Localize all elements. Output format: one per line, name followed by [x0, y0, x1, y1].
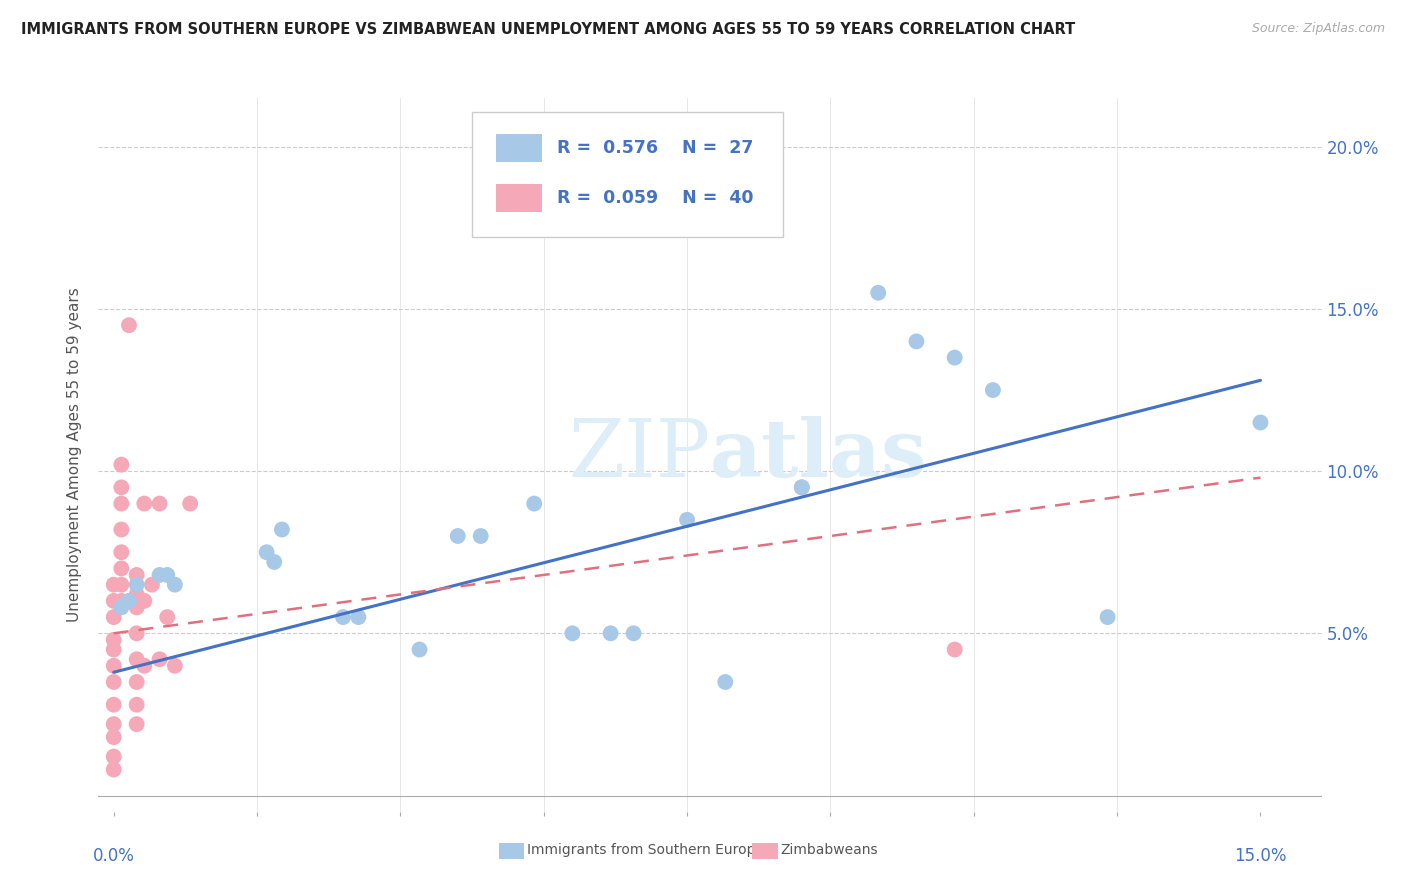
- Point: [103, 749, 125, 764]
- Point: [676, 513, 699, 527]
- Point: [118, 318, 141, 333]
- Point: [125, 600, 148, 615]
- Y-axis label: Unemployment Among Ages 55 to 59 years: Unemployment Among Ages 55 to 59 years: [67, 287, 83, 623]
- Text: ZIP: ZIP: [568, 416, 710, 494]
- Text: IMMIGRANTS FROM SOUTHERN EUROPE VS ZIMBABWEAN UNEMPLOYMENT AMONG AGES 55 TO 59 Y: IMMIGRANTS FROM SOUTHERN EUROPE VS ZIMBA…: [21, 22, 1076, 37]
- Point: [156, 568, 179, 582]
- Text: 0.0%: 0.0%: [93, 847, 135, 865]
- Point: [134, 497, 156, 511]
- Point: [110, 577, 132, 591]
- Point: [623, 626, 645, 640]
- Point: [125, 675, 148, 690]
- Point: [447, 529, 470, 543]
- Point: [103, 730, 125, 744]
- Point: [943, 642, 966, 657]
- Point: [125, 568, 148, 582]
- Point: [263, 555, 285, 569]
- Point: [332, 610, 354, 624]
- Point: [1097, 610, 1119, 624]
- Point: [523, 497, 546, 511]
- Point: [408, 642, 430, 657]
- Point: [110, 523, 132, 537]
- Point: [103, 594, 125, 608]
- Point: [270, 523, 294, 537]
- Point: [103, 698, 125, 712]
- Point: [790, 480, 813, 494]
- Point: [256, 545, 278, 559]
- Point: [103, 658, 125, 673]
- Point: [103, 632, 125, 647]
- Bar: [496, 184, 543, 212]
- Point: [110, 594, 132, 608]
- Point: [125, 698, 148, 712]
- Point: [125, 717, 148, 731]
- Point: [179, 497, 201, 511]
- Point: [163, 658, 186, 673]
- Point: [103, 577, 125, 591]
- Point: [905, 334, 928, 349]
- Point: [141, 577, 163, 591]
- Text: atlas: atlas: [710, 416, 928, 494]
- Point: [561, 626, 583, 640]
- Point: [149, 497, 172, 511]
- Point: [110, 545, 132, 559]
- Text: R =  0.059    N =  40: R = 0.059 N = 40: [557, 189, 754, 207]
- Point: [110, 480, 132, 494]
- Point: [103, 610, 125, 624]
- Point: [125, 587, 148, 601]
- Point: [790, 480, 813, 494]
- Bar: [496, 134, 543, 162]
- Point: [1249, 416, 1271, 430]
- Point: [103, 642, 125, 657]
- FancyBboxPatch shape: [471, 112, 783, 237]
- Point: [156, 610, 179, 624]
- Point: [134, 658, 156, 673]
- Point: [103, 763, 125, 777]
- Point: [110, 458, 132, 472]
- Point: [347, 610, 370, 624]
- Point: [110, 600, 132, 615]
- Point: [125, 577, 148, 591]
- Point: [163, 577, 186, 591]
- Point: [103, 717, 125, 731]
- Point: [470, 529, 492, 543]
- Point: [125, 652, 148, 666]
- Point: [134, 594, 156, 608]
- Point: [125, 626, 148, 640]
- Point: [118, 594, 141, 608]
- Point: [110, 497, 132, 511]
- Text: 15.0%: 15.0%: [1234, 847, 1286, 865]
- Text: Zimbabweans: Zimbabweans: [780, 843, 877, 857]
- Point: [714, 675, 737, 690]
- Point: [149, 652, 172, 666]
- Text: Source: ZipAtlas.com: Source: ZipAtlas.com: [1251, 22, 1385, 36]
- Point: [149, 568, 172, 582]
- Point: [868, 285, 890, 300]
- Point: [110, 561, 132, 575]
- Point: [943, 351, 966, 365]
- Text: Immigrants from Southern Europe: Immigrants from Southern Europe: [527, 843, 765, 857]
- Text: R =  0.576    N =  27: R = 0.576 N = 27: [557, 139, 754, 157]
- Point: [981, 383, 1004, 397]
- Point: [599, 626, 621, 640]
- Point: [103, 675, 125, 690]
